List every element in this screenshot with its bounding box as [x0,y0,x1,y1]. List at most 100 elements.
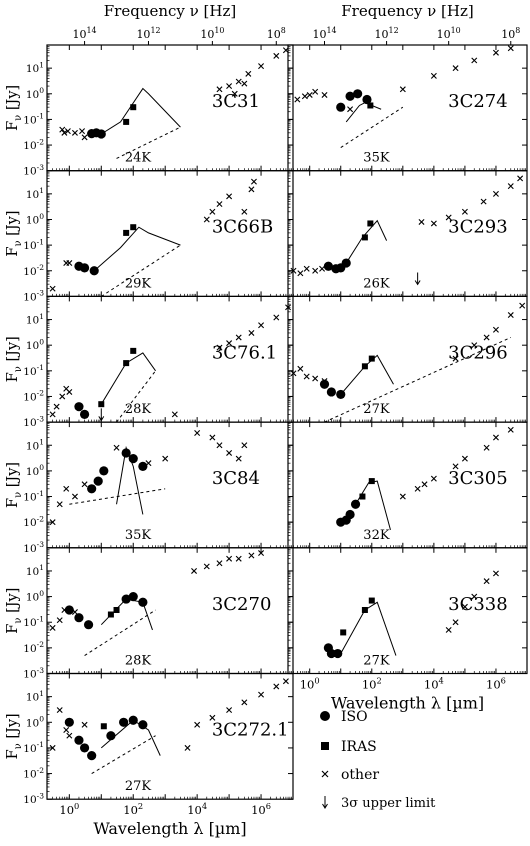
other-point [347,106,354,113]
other-point [480,198,487,205]
y-tick-label: 10-1 [23,740,44,755]
iso-point [106,731,116,741]
freq-tick-label: 1014 [73,26,97,41]
iso-point [121,448,131,458]
other-point [430,220,437,227]
other-point [297,365,304,372]
other-point [235,334,242,341]
upper-limit-arrow [414,272,421,286]
other-point [248,329,255,336]
legend-iras-marker [321,742,329,750]
other-point [241,699,248,706]
iso-point [138,720,148,730]
panel-frame [287,547,528,675]
legend-label: IRAS [341,739,377,755]
iso-point [64,605,74,615]
other-point [226,340,233,347]
dust-temperature-label: 35K [363,151,390,166]
other-point [312,88,319,95]
y-tick-label: 101 [26,689,44,704]
y-tick-label: 100 [26,715,44,730]
legend-label: 3σ upper limit [341,796,436,811]
source-name: 3C293 [448,217,508,238]
other-point [71,129,78,136]
x-tick-label: 104 [424,675,444,691]
other-point [273,314,280,321]
source-name: 3C31 [212,91,260,112]
iras-point [113,606,120,613]
other-point [312,375,319,382]
other-point [290,267,297,274]
iras-point [368,478,375,485]
iso-point [345,509,355,520]
other-point [81,721,88,728]
power-law-line [84,609,156,657]
other-point [49,519,56,526]
other-point [194,721,201,728]
other-point [56,501,63,508]
other-point [321,91,328,98]
other-point [430,72,437,79]
other-point [235,455,242,462]
other-point [209,714,216,721]
other-point [203,216,210,223]
iras-point [130,104,137,111]
y-tick-label: 10-2 [23,137,44,152]
y-tick-label: 10-2 [23,766,44,781]
other-point [235,555,242,562]
wavelength-axis-title: Wavelength λ [µm] [331,694,484,713]
source-name: 3C338 [448,594,508,615]
iras-point [130,224,137,231]
power-law-line [340,106,404,148]
y-axis-label: Fν [Jy] [5,713,24,759]
other-point [64,128,71,135]
other-point [399,86,406,93]
other-point [209,434,216,441]
other-point [507,45,514,52]
panel-3c296: 3C296 27K [287,295,528,423]
iras-point [367,102,374,109]
source-name: 3C274 [448,91,508,112]
iras-point [100,723,107,730]
dust-model-curve [340,354,394,395]
power-law-line [101,244,181,297]
dust-model-curve [91,87,181,135]
y-tick-label: 101 [26,438,44,453]
other-point [517,175,524,182]
iras-point [359,493,366,500]
freq-tick-label: 108 [501,26,520,41]
model-curves [84,598,156,657]
source-name: 3C76.1 [212,342,277,363]
iso-point [87,751,97,761]
other-point [418,218,425,225]
frequency-axis-title: Frequency ν [Hz] [341,2,473,20]
legend-upper-limit-marker [322,796,328,809]
iso-point [87,484,97,494]
iso-point [96,129,106,139]
dust-temperature-label: 28K [125,402,152,417]
other-point [162,455,169,462]
other-point [49,624,56,631]
freq-tick-label: 1010 [437,26,461,41]
iso-point [336,389,346,400]
other-point [81,134,88,141]
model-curves [93,226,181,297]
y-tick-label: 10-3 [23,540,44,555]
iso-point [326,648,336,659]
power-law-line [69,488,166,505]
power-law-line [91,735,156,774]
y-tick-label: 100 [26,86,44,101]
model-curves [340,601,397,656]
dust-temperature-label: 27K [363,654,390,669]
other-point [294,96,301,103]
model-curves [91,87,181,159]
other-point [319,265,326,272]
y-tick-label: 10-1 [23,615,44,630]
y-tick-label: 10-1 [23,363,44,378]
iras-point [361,606,368,613]
other-point [507,183,514,190]
other-point [66,388,73,395]
